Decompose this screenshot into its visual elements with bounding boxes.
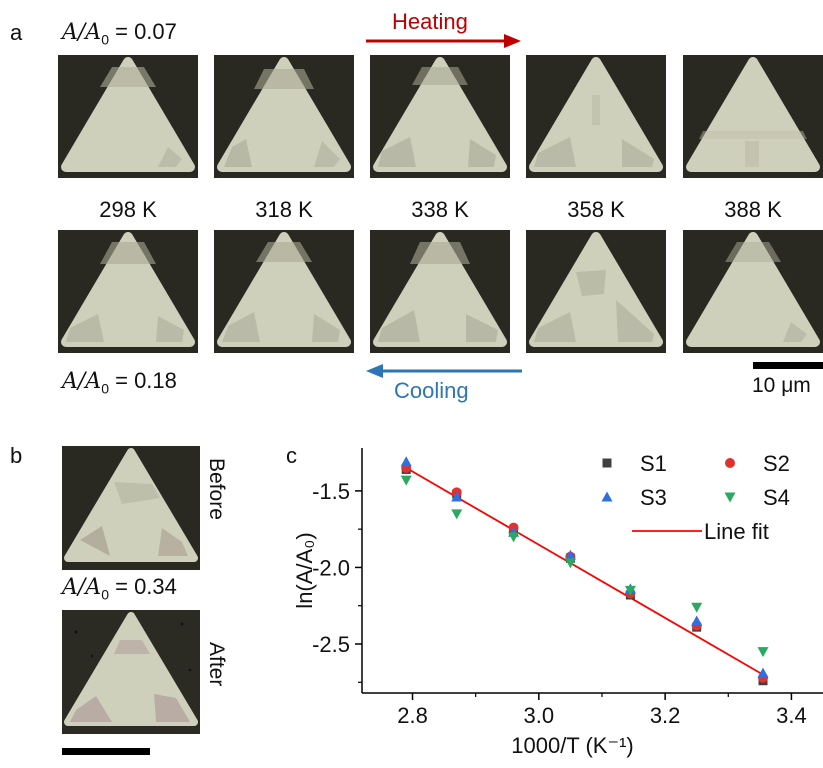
ratio-b: A/A0 = 0.34: [62, 574, 177, 603]
panel-a-letter: a: [10, 20, 23, 45]
legend-label-s1: S1: [640, 451, 667, 476]
data-point-s3: [691, 615, 703, 626]
micrograph-heating-5: [683, 55, 823, 178]
legend-label-fit: Line fit: [704, 519, 769, 544]
temperature-label: 388 K: [724, 197, 782, 222]
y-tick-label: -1.5: [312, 479, 350, 504]
scale-bar-a: [753, 362, 823, 369]
data-point-s4: [691, 602, 703, 613]
after-label: After: [205, 642, 228, 687]
micrograph-cooling-5: [683, 230, 823, 353]
micrograph-cooling-4: [526, 230, 666, 353]
legend-marker-s4: [724, 492, 736, 503]
data-point-s3: [451, 491, 463, 502]
data-point-s4: [451, 509, 463, 520]
y-tick-label: -2.0: [312, 555, 350, 580]
cooling-arrow-icon: [366, 364, 522, 378]
temperature-label: 338 K: [411, 197, 469, 222]
data-point-s4: [624, 585, 636, 596]
chart-ln-area-ratio: 2.8 3.0 3.2 3.4 -1.5 -2.0 -2.5 1000/T (K⁻¹) ln(A…: [290, 436, 823, 763]
x-axis-label: 1000/T (K⁻¹): [511, 733, 633, 758]
data-point-s4: [757, 647, 769, 658]
data-point-s4: [564, 558, 576, 569]
y-axis-label: ln(A/A₀): [292, 532, 317, 608]
micrograph-after: [62, 610, 200, 734]
temperature-label: 318 K: [255, 197, 313, 222]
fit-line: [405, 467, 764, 676]
ratio-top: A/A0 = 0.07: [62, 19, 177, 48]
micrograph-before: [62, 446, 200, 570]
legend-label-s4: S4: [763, 485, 790, 510]
data-point-s3: [564, 549, 576, 560]
legend-marker-s1: [602, 458, 612, 468]
before-label: Before: [205, 458, 228, 520]
cooling-label: Cooling: [394, 378, 469, 403]
micrograph-heating-3: [370, 55, 510, 178]
data-point-s4: [508, 532, 520, 543]
temperature-label: 298 K: [99, 197, 157, 222]
x-tick-label: 3.2: [650, 703, 681, 728]
micrograph-heating-1: [58, 55, 198, 178]
data-point-s3: [757, 667, 769, 678]
micrograph-cooling-1: [58, 230, 198, 353]
micrograph-heating-4: [526, 55, 666, 178]
legend-marker-s2: [725, 458, 735, 468]
heating-label: Heating: [392, 9, 468, 34]
data-point-s3: [400, 456, 412, 467]
panel-b-letter: b: [10, 443, 23, 468]
micrograph-cooling-3: [370, 230, 510, 353]
x-tick-label: 3.4: [776, 703, 807, 728]
scale-bar-a-label: 10 μm: [752, 374, 811, 397]
panel-c-letter: c: [286, 443, 297, 468]
legend-label-s3: S3: [640, 485, 667, 510]
legend-marker-s3: [601, 491, 613, 502]
legend-label-s2: S2: [763, 451, 790, 476]
temperature-label: 358 K: [567, 197, 625, 222]
ratio-bottom: A/A0 = 0.18: [62, 368, 177, 397]
heating-arrow-icon: [366, 34, 521, 48]
data-point-s4: [400, 475, 412, 486]
x-tick-label: 3.0: [524, 703, 555, 728]
x-tick-label: 2.8: [397, 703, 428, 728]
y-tick-label: -2.5: [312, 632, 350, 657]
micrograph-cooling-2: [214, 230, 354, 353]
micrograph-heating-2: [214, 55, 354, 178]
scale-bar-b: [62, 748, 150, 755]
